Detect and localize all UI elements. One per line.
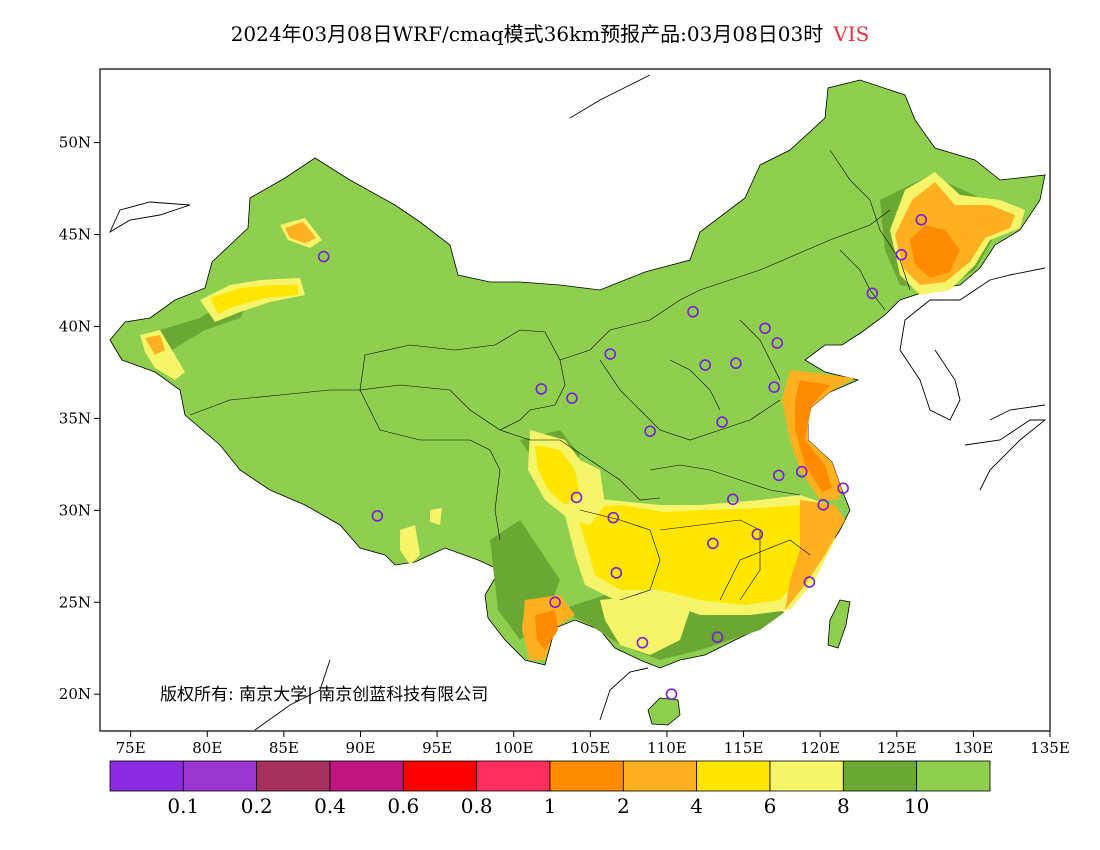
x-tick-label: 95E [422,739,452,757]
neighbor-coastlines [108,74,1047,731]
x-tick-label: 135E [1030,739,1070,757]
map-frame [99,68,1051,732]
y-axis: 20N 25N 30N 35N 40N 45N 50N [59,134,100,703]
x-tick-label: 115E [724,739,764,757]
x-tick-label: 100E [494,739,534,757]
y-tick-label: 45N [59,226,91,244]
station-marker [644,425,656,438]
legend-swatch [109,760,184,792]
station-marker [759,322,771,335]
legend-swatch [476,760,551,792]
copyright-text: 版权所有: 南京大学| 南京创蓝科技有限公司 [160,685,489,705]
legend-swatch [769,760,844,792]
station-marker [566,392,578,404]
station-marker [607,511,620,524]
title-main: 2024年03月08日WRF/cmaq模式36km预报产品:03月08日03时 [230,22,824,46]
station-marker [549,596,561,609]
station-marker [751,528,764,541]
station-marker [895,248,908,261]
y-tick-label: 50N [59,134,91,152]
legend-swatch [402,760,478,792]
legend-swatch [696,760,771,792]
station-marker [730,357,742,370]
station-marker [665,688,678,701]
station-marker [610,567,623,579]
station-marker [711,631,724,644]
y-tick-label: 40N [59,317,91,335]
y-tick-label: 20N [59,685,91,703]
x-axis: 75E 80E 85E 90E 95E 100E 105E 110E 115E 120E 125E 1… [116,731,1070,757]
legend-label: 4 [690,794,703,818]
station-marker [371,510,384,522]
legend-label: 6 [764,794,777,818]
x-tick-label: 90E [345,739,375,757]
station-marker [636,636,649,649]
x-tick-label: 80E [192,739,222,757]
y-tick-label: 35N [59,409,91,427]
map-title: 2024年03月08日WRF/cmaq模式36km预报产品:03月08日03时 V… [0,18,1100,47]
x-tick-label: 110E [647,739,687,757]
legend-label: 2 [617,794,630,818]
x-tick-label: 130E [954,739,994,757]
legend-swatch [842,760,918,792]
legend-label: 0.4 [314,794,346,818]
station-marker [795,465,808,478]
station-marker [716,416,728,428]
x-tick-label: 75E [116,739,146,757]
y-tick-label: 30N [59,501,91,519]
station-marker [866,287,879,300]
legend-label: 8 [837,794,850,818]
legend-swatch [916,760,991,792]
x-tick-label: 120E [800,739,840,757]
legend-label: 0.6 [387,794,419,818]
station-marker [699,359,712,371]
hainan-island [647,697,681,726]
station-marker [817,499,830,511]
legend-swatch [256,760,331,792]
station-marker [707,537,719,550]
x-tick-label: 85E [269,739,299,757]
station-marker [727,493,739,506]
legend-swatch [622,760,698,792]
station-markers [317,213,928,701]
x-tick-label: 105E [571,739,611,757]
station-marker [768,381,780,393]
province-boundaries [189,149,911,601]
x-tick-label: 125E [877,739,917,757]
legend-label: 0.8 [461,794,493,818]
legend-label: 0.1 [167,794,199,818]
y-tick-label: 25N [59,593,91,611]
station-marker [772,469,785,482]
station-marker [687,305,699,318]
station-marker [570,491,583,504]
legend-label: 10 [904,794,929,818]
station-marker [535,383,548,395]
color-legend: 0.1 0.2 0.4 0.6 0.8 1 2 4 6 8 10 [109,760,991,818]
station-marker [604,348,617,360]
station-marker [771,337,784,349]
title-variable: VIS [833,22,870,46]
legend-label: 1 [544,794,557,818]
legend-label: 0.2 [241,794,273,818]
station-marker [803,576,816,588]
visibility-field [109,79,1046,726]
taiwan-island [827,599,851,649]
station-marker [915,213,928,226]
legend-swatch [549,760,624,792]
china-landmass [109,79,1046,669]
legend-swatch [329,760,404,792]
legend-swatch [182,760,258,792]
station-marker [317,250,330,263]
station-marker [837,482,849,495]
